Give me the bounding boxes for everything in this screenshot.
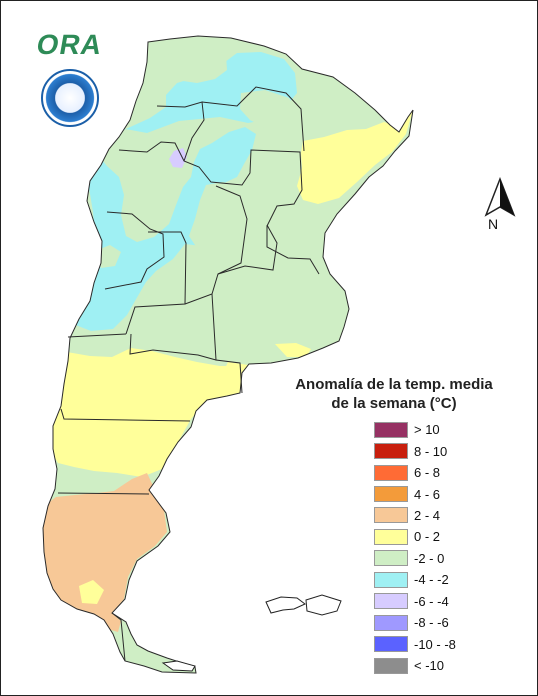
- salta-jujuy-boundary: [156, 101, 205, 162]
- legend-item: 2 - 4: [374, 505, 484, 526]
- legend-swatch: [374, 528, 408, 545]
- legend-swatch: [374, 636, 408, 653]
- legend-swatch: [374, 614, 408, 631]
- tierra-del-fuego-detail: [161, 660, 196, 672]
- legend-label: 6 - 8: [414, 465, 441, 481]
- buenos-aires-boundary: [211, 293, 243, 394]
- near-normal-zone-chaco: [240, 90, 297, 129]
- legend-swatch: [374, 507, 408, 524]
- west-falkland-island: [265, 596, 306, 614]
- legend-item: 4 - 6: [374, 483, 484, 504]
- legend-item: > 10: [374, 419, 484, 440]
- santa-cruz-boundary: [111, 612, 126, 662]
- chubut-boundary: [57, 492, 150, 495]
- legend-label: 4 - 6: [414, 486, 441, 502]
- province-boundaries: [42, 35, 414, 674]
- legend-label: 0 - 2: [414, 529, 441, 545]
- legend-swatch: [374, 443, 408, 460]
- legend-swatch: [374, 571, 408, 588]
- legend-item: -10 - -8: [374, 633, 484, 654]
- warmer-anomaly-zone-patagonia: [43, 473, 167, 632]
- legend-label: -4 - -2: [414, 572, 449, 588]
- warm-anomaly-spot-east: [275, 343, 311, 357]
- southern-island-detail: [161, 660, 196, 672]
- legend-item: -8 - -6: [374, 612, 484, 633]
- legend-title-line-2: de la semana (°C): [331, 395, 457, 412]
- north-arrow-icon: [484, 177, 516, 217]
- legend-swatch: [374, 550, 408, 567]
- legend-label: > 10: [414, 422, 440, 438]
- east-falkland-island: [305, 594, 342, 616]
- legend-swatch: [374, 593, 408, 610]
- near-normal-zone-puna: [164, 47, 227, 83]
- warm-anomaly-zone-northeast: [297, 110, 413, 204]
- warm-anomaly-spot-south: [79, 580, 104, 604]
- warm-anomaly-zone-south-central: [48, 348, 245, 477]
- cool-anomaly-zone-north: [73, 52, 297, 331]
- legend-label: -8 - -6: [414, 615, 449, 631]
- legend-item: 6 - 8: [374, 462, 484, 483]
- san-luis-boundary: [125, 231, 187, 335]
- malvinas-islands: [265, 594, 342, 616]
- legend-item: -4 - -2: [374, 569, 484, 590]
- legend-label: -2 - 0: [414, 550, 445, 566]
- legend-title-line-1: Anomalía de la temp. media: [295, 376, 493, 393]
- legend-swatch: [374, 421, 408, 438]
- legend-label: -10 - -8: [414, 636, 456, 652]
- institution-seal: [41, 69, 99, 127]
- legend-item: -2 - 0: [374, 548, 484, 569]
- anomaly-legend: > 10 8 - 10 6 - 8 4 - 6 2 - 4 0 - 2 -2 -…: [374, 419, 484, 677]
- chaco-boundary: [201, 86, 305, 152]
- legend-label: < -10: [414, 658, 444, 674]
- legend-label: 8 - 10: [414, 443, 448, 459]
- legend-item: 8 - 10: [374, 440, 484, 461]
- santa-fe-boundary: [217, 224, 278, 275]
- colder-anomaly-spot: [169, 148, 187, 168]
- legend-swatch: [374, 464, 408, 481]
- north-label: N: [488, 216, 499, 232]
- legend-swatch: [374, 657, 408, 674]
- legend-title: Anomalía de la temp. media de la semana …: [293, 375, 495, 413]
- legend-item: 0 - 2: [374, 526, 484, 547]
- la-pampa-boundary: [129, 333, 217, 361]
- near-normal-spot-tierra-del-fuego: [125, 646, 147, 662]
- argentina-outline: [42, 35, 414, 674]
- northern-boundary-lines: [118, 141, 320, 275]
- legend-label: -6 - -4: [414, 593, 449, 609]
- near-normal-zone-cordoba: [189, 182, 242, 248]
- legend-swatch: [374, 486, 408, 503]
- legend-item: -6 - -4: [374, 591, 484, 612]
- andes-boundary: [104, 211, 165, 290]
- legend-label: 2 - 4: [414, 507, 441, 523]
- mendoza-neuquen-boundary: [67, 333, 127, 338]
- legend-item: < -10: [374, 655, 484, 676]
- rio-negro-boundary: [60, 408, 191, 422]
